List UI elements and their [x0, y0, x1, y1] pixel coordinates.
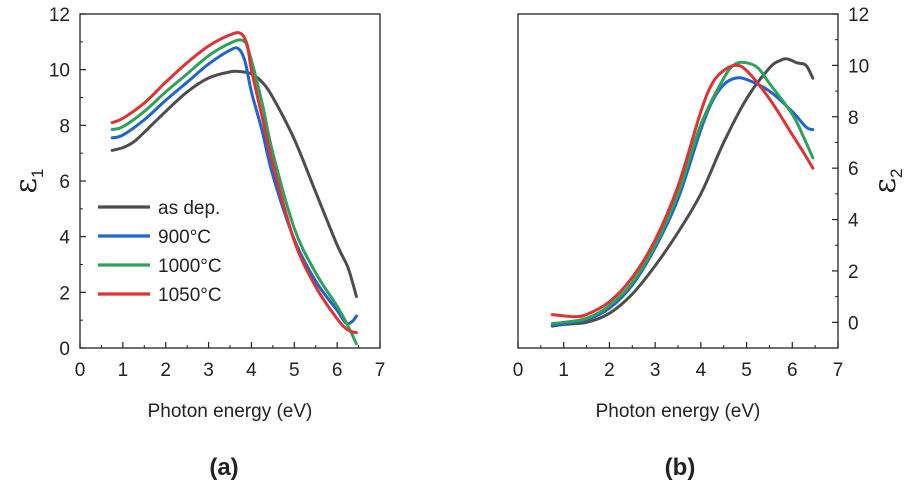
panel-b-ytick-label: 4	[848, 211, 859, 232]
panel-b-series-1000-c	[550, 60, 815, 326]
panel-b-xtick-label: 6	[787, 360, 798, 381]
panel-a-ytick-label: 10	[49, 61, 70, 82]
panel-a-label: (a)	[209, 454, 238, 481]
legend-label-1050-c: 1050°C	[158, 285, 222, 306]
panel-a-ytick-label: 0	[59, 339, 70, 360]
svg-text:ε1: ε1	[9, 168, 47, 193]
panel-b-xtick-label: 5	[741, 360, 752, 381]
panel-b-xtick-label: 0	[513, 360, 524, 381]
panel-a-xtick-label: 3	[203, 360, 214, 381]
panel-a-xtick-label: 0	[75, 360, 86, 381]
panel-a-ytick-label: 4	[59, 228, 70, 249]
panel-a-ylabel-subscript: 1	[28, 168, 47, 177]
panel-b-ylabel-symbol: ε	[868, 178, 903, 194]
panel-b-xtick-label: 2	[604, 360, 615, 381]
panel-a-ytick-label: 6	[59, 172, 70, 193]
panel-a-legend: as dep. 900°C 1000°C 1050°C	[98, 198, 222, 306]
panel-a-ytick-label: 12	[49, 5, 70, 26]
panel-a-ylabel-symbol: ε	[9, 178, 44, 194]
panel-b-plot-frame	[517, 13, 839, 349]
panel-a-xtick-label: 7	[375, 360, 386, 381]
panel-b-xtick-label: 4	[696, 360, 707, 381]
panel-a-ytick-label: 8	[59, 116, 70, 137]
panel-b-ylabel-subscript: 2	[887, 168, 906, 177]
panel-b-ytick-label: 2	[848, 262, 859, 283]
panel-b-xtick-label: 7	[833, 360, 844, 381]
panel-b-series-as-dep	[550, 57, 815, 328]
panel-b-xtick-label: 3	[650, 360, 661, 381]
svg-text:ε2: ε2	[868, 168, 906, 193]
panel-a-series-1000-c	[110, 38, 358, 346]
panel-a-xaxis-title: Photon energy (eV)	[148, 401, 313, 422]
panel-a-series-900-c	[110, 46, 358, 326]
panel-b-series-1050-c	[550, 63, 815, 319]
panel-b-series	[550, 57, 815, 328]
panel-b-series-900-c	[550, 76, 815, 327]
panel-a-xtick-label: 6	[332, 360, 343, 381]
legend-label-1000-c: 1000°C	[158, 256, 222, 277]
panel-b-yaxis-title: ε2	[868, 168, 906, 193]
panel-a-yaxis-title: ε1	[9, 168, 47, 193]
legend-label-900-c: 900°C	[158, 227, 211, 248]
panel-a-plot-frame	[79, 13, 381, 349]
panel-a-ytick-label: 2	[59, 283, 70, 304]
panel-a-xtick-label: 4	[246, 360, 257, 381]
panel-a-series	[110, 31, 358, 346]
panel-b-label: (b)	[665, 454, 696, 481]
panel-a-xtick-label: 5	[289, 360, 300, 381]
panel-a-series-as-dep	[110, 69, 358, 299]
panel-b-ytick-label: 8	[848, 108, 859, 129]
panel-b-ytick-label: 6	[848, 159, 859, 180]
panel-b-ytick-label: 0	[848, 313, 859, 334]
panel-b-xtick-label: 1	[558, 360, 569, 381]
panel-b-ytick-label: 10	[848, 56, 869, 77]
panel-a-series-1050-c	[110, 31, 358, 335]
legend-label-as-dep: as dep.	[158, 198, 220, 219]
panel-a-xtick-label: 1	[118, 360, 129, 381]
panel-b-ytick-label: 12	[848, 5, 869, 26]
panel-a-xtick-label: 2	[160, 360, 171, 381]
panel-b-xaxis-title: Photon energy (eV)	[596, 401, 761, 422]
